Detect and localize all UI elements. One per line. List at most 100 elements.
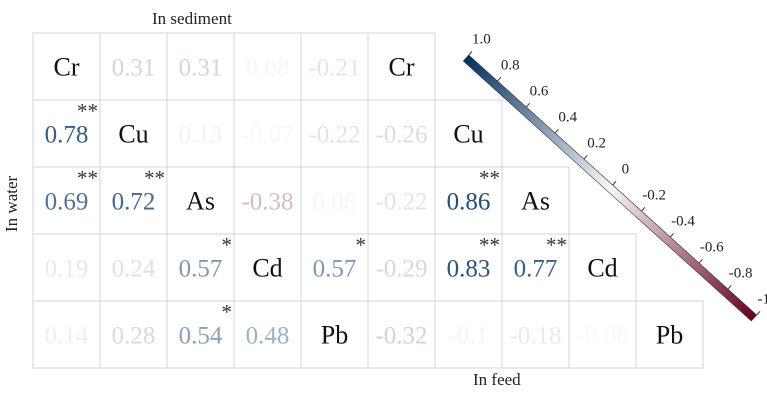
sediment-cell: 0.57*	[313, 233, 366, 283]
sediment-cell: -0.21	[308, 55, 360, 82]
significance-mark: **	[77, 99, 98, 123]
cell-value: 0.48	[246, 323, 290, 350]
variable-label: Cd	[587, 254, 617, 283]
cell-value: 0.24	[112, 256, 156, 283]
cell-value: -0.26	[375, 122, 427, 149]
variable-label: Cr	[389, 53, 415, 82]
water-cell: 0.57*	[179, 233, 232, 283]
water-cell: 0.48	[246, 323, 290, 350]
cell-value: 0.19	[45, 256, 89, 283]
colorbar-tick-label: 0.8	[501, 57, 520, 73]
cell-value: 0.13	[179, 122, 223, 149]
colorbar-tick-label: 0.4	[558, 109, 577, 125]
significance-mark: *	[356, 233, 367, 257]
significance-mark: **	[479, 233, 500, 257]
colorbar-tick-label: -0.8	[729, 265, 753, 281]
feed-cell: -0.26	[375, 122, 427, 149]
sediment-cell: 0.08	[313, 189, 357, 216]
cell-value: 0.54	[179, 323, 223, 350]
colorbar-tick	[497, 76, 502, 82]
colorbar-tick	[698, 258, 703, 264]
colorbar-tick-label: 1.0	[472, 31, 491, 47]
sediment-cell: -0.07	[241, 122, 293, 149]
water-cell: 0.14	[45, 323, 89, 350]
variable-label: As	[186, 187, 215, 216]
variable-label: Cd	[252, 254, 282, 283]
water-group-title: In water	[2, 175, 21, 232]
colorbar-tick	[612, 180, 617, 186]
colorbar-tick	[727, 284, 732, 290]
cell-value: -0.29	[375, 256, 427, 283]
sediment-cell: 0.31	[179, 55, 223, 82]
cell-value: 0.14	[45, 323, 89, 350]
feed-cell: 0.83**	[447, 233, 500, 283]
cell-value: 0.72	[112, 189, 156, 216]
cell-value: 0.08	[246, 55, 290, 82]
cell-value: -0.22	[308, 122, 360, 149]
variable-label: Cu	[118, 120, 148, 149]
colorbar-tick-label: 0.2	[587, 135, 606, 151]
water-cell: 0.72**	[112, 166, 165, 216]
colorbar-tick	[525, 102, 531, 108]
colorbar-tick	[756, 310, 761, 316]
cell-value: -0.18	[509, 323, 561, 350]
cell-value: -0.06	[576, 323, 628, 350]
feed-cell: -0.06	[576, 323, 628, 350]
feed-cell: 0.86**	[447, 166, 500, 216]
significance-mark: *	[222, 233, 233, 257]
cell-value: -0.32	[375, 323, 427, 350]
feed-cell: -0.18	[509, 323, 561, 350]
colorbar-tick	[583, 154, 588, 160]
cell-value: 0.78	[45, 122, 89, 149]
cell-value: -0.38	[241, 189, 293, 216]
cell-value: 0.57	[313, 256, 357, 283]
sediment-group-title: In sediment	[152, 9, 232, 28]
feed-group-title: In feed	[473, 370, 521, 389]
feed-cell: -0.32	[375, 323, 427, 350]
colorbar-tick-label: 0	[622, 161, 630, 177]
sediment-cell: 0.31	[112, 55, 156, 82]
water-cell: 0.24	[112, 256, 156, 283]
colorbar-tick	[554, 128, 559, 134]
sediment-cell: 0.08	[246, 55, 290, 82]
cell-value: -0.07	[241, 122, 293, 149]
sediment-cell: -0.38	[241, 189, 293, 216]
cell-value: -0.21	[308, 55, 360, 82]
cell-value: 0.28	[112, 323, 156, 350]
feed-cell: -0.22	[375, 189, 427, 216]
water-cell: 0.28	[112, 323, 156, 350]
variable-label: Pb	[656, 321, 683, 350]
sediment-cell: -0.22	[308, 122, 360, 149]
significance-mark: **	[77, 166, 98, 190]
variable-label: Pb	[321, 321, 348, 350]
sediment-cell: 0.13	[179, 122, 223, 149]
significance-mark: *	[222, 300, 233, 324]
water-cell: 0.19	[45, 256, 89, 283]
significance-mark: **	[546, 233, 567, 257]
grid-cell	[635, 300, 704, 369]
cell-value: 0.86	[447, 189, 491, 216]
colorbar-tick	[669, 232, 675, 238]
colorbar-tick-label: -0.6	[700, 239, 724, 255]
cell-value: 0.31	[112, 55, 156, 82]
cell-value: 0.08	[313, 189, 357, 216]
significance-mark: **	[479, 166, 500, 190]
cell-value: -0.22	[375, 189, 427, 216]
colorbar-tick-label: -0.4	[671, 213, 695, 229]
water-cell: 0.69**	[45, 166, 98, 216]
cell-value: 0.31	[179, 55, 223, 82]
feed-cell: 0.77**	[514, 233, 567, 283]
significance-mark: **	[144, 166, 165, 190]
colorbar-tick	[468, 50, 473, 56]
variable-label: Cr	[54, 53, 80, 82]
cell-value: 0.77	[514, 256, 558, 283]
grid-lines	[32, 32, 704, 369]
variable-label: Cu	[453, 120, 483, 149]
colorbar-tick	[641, 206, 646, 212]
colorbar-tick-label: -0.2	[642, 187, 666, 203]
feed-cell: -0.1	[449, 323, 489, 350]
colorbar-tick-label: -1.0	[758, 291, 767, 307]
feed-cell: -0.29	[375, 256, 427, 283]
water-cell: 0.54*	[179, 300, 232, 350]
